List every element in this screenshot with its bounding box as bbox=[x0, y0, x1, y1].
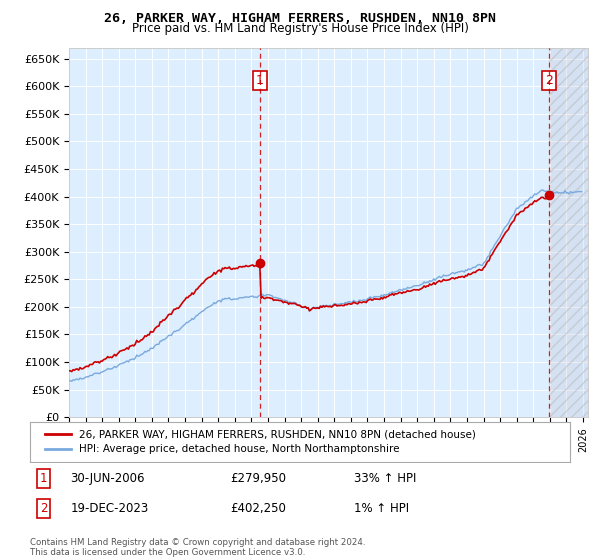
Legend: 26, PARKER WAY, HIGHAM FERRERS, RUSHDEN, NN10 8PN (detached house), HPI: Average: 26, PARKER WAY, HIGHAM FERRERS, RUSHDEN,… bbox=[41, 425, 480, 459]
Text: 2: 2 bbox=[545, 74, 553, 87]
Text: 26, PARKER WAY, HIGHAM FERRERS, RUSHDEN, NN10 8PN: 26, PARKER WAY, HIGHAM FERRERS, RUSHDEN,… bbox=[104, 12, 496, 25]
Text: 1: 1 bbox=[256, 74, 263, 87]
Bar bbox=[549, 48, 592, 417]
Text: £402,250: £402,250 bbox=[230, 502, 286, 515]
Bar bbox=[549, 48, 592, 417]
Text: 1% ↑ HPI: 1% ↑ HPI bbox=[354, 502, 409, 515]
Text: Contains HM Land Registry data © Crown copyright and database right 2024.
This d: Contains HM Land Registry data © Crown c… bbox=[30, 538, 365, 557]
Text: 2: 2 bbox=[40, 502, 47, 515]
Text: 33% ↑ HPI: 33% ↑ HPI bbox=[354, 472, 416, 485]
Text: 30-JUN-2006: 30-JUN-2006 bbox=[71, 472, 145, 485]
Text: Price paid vs. HM Land Registry's House Price Index (HPI): Price paid vs. HM Land Registry's House … bbox=[131, 22, 469, 35]
Text: 1: 1 bbox=[40, 472, 47, 485]
Text: £279,950: £279,950 bbox=[230, 472, 286, 485]
Text: 19-DEC-2023: 19-DEC-2023 bbox=[71, 502, 149, 515]
